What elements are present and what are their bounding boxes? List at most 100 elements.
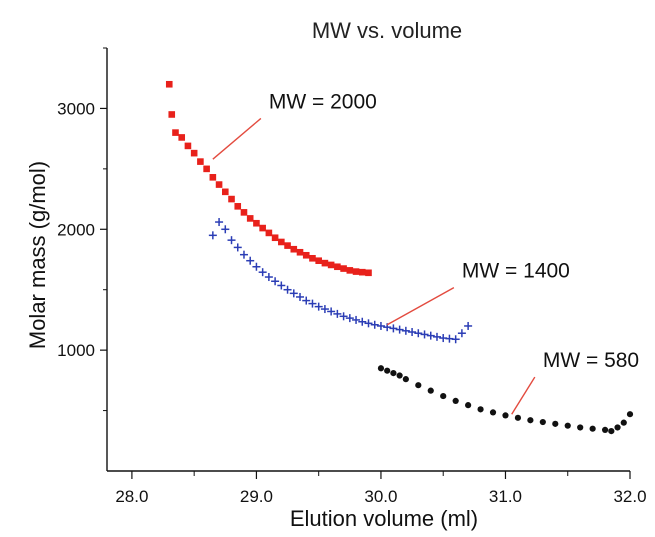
series-2-point-6 <box>427 387 434 394</box>
y-tick-label-1: 2000 <box>57 220 95 239</box>
series-1-point-25 <box>364 319 373 328</box>
series-0-point-27 <box>327 261 335 269</box>
series-1-point-8 <box>258 268 267 277</box>
series-1-point-30 <box>395 325 404 334</box>
series-2-point-21 <box>608 428 615 435</box>
series-1-point-10 <box>271 277 280 286</box>
x-tick-label-0: 28.0 <box>115 487 148 506</box>
series-1-point-41 <box>464 321 473 330</box>
series-1-point-11 <box>277 281 286 290</box>
chart-title: MW vs. volume <box>312 18 462 43</box>
series-2-point-5 <box>415 382 422 389</box>
series-2-point-8 <box>452 397 459 405</box>
series-1-point-12 <box>283 285 292 294</box>
series-0-point-29 <box>340 265 347 272</box>
series-0-point-22 <box>296 248 304 256</box>
series-2-point-13 <box>514 414 522 421</box>
annotation-label-0: MW = 2000 <box>269 90 377 113</box>
series-2-point-16 <box>552 420 559 427</box>
series-1-point-5 <box>239 250 248 259</box>
series-0-point-7 <box>203 165 210 173</box>
series-1-point-40 <box>457 329 466 338</box>
series-1-point-1 <box>215 218 224 227</box>
x-tick-label-2: 30.0 <box>364 487 397 506</box>
series-0-point-31 <box>352 268 360 275</box>
series-1-point-16 <box>308 299 317 308</box>
series-0-point-25 <box>315 257 322 265</box>
y-tick-label-2: 3000 <box>57 99 95 118</box>
series-1-point-2 <box>221 225 230 234</box>
series-1-point-0 <box>208 231 217 240</box>
annotation-label-1: MW = 1400 <box>462 260 570 283</box>
series-1-point-32 <box>408 328 417 337</box>
annotation-layer: MW = 2000 MW = 1400 MW = 580 <box>212 90 639 415</box>
series-2 <box>377 365 634 435</box>
series-2-point-24 <box>626 411 634 418</box>
series-0-point-12 <box>234 203 242 210</box>
series-1-point-39 <box>451 335 460 344</box>
annotation-line-1 <box>386 287 455 326</box>
series-2-point-3 <box>396 372 403 379</box>
series-2-point-19 <box>589 425 596 432</box>
series-1-point-29 <box>389 324 398 333</box>
series-1-point-9 <box>264 273 273 282</box>
series-0-point-15 <box>253 219 260 227</box>
plot-area: 28.0 29.0 30.0 31.0 32.0 1000 2000 3000 MW = 2… <box>57 47 647 506</box>
series-1-point-26 <box>370 320 379 329</box>
x-tick-label-4: 32.0 <box>613 487 646 506</box>
series-1-point-18 <box>320 305 329 314</box>
series-1-point-7 <box>252 262 261 271</box>
series-2-point-0 <box>377 365 385 372</box>
series-0-point-11 <box>228 195 235 203</box>
series-1-point-3 <box>227 236 236 245</box>
x-tick-label-1: 29.0 <box>240 487 273 506</box>
series-0-point-24 <box>309 254 316 262</box>
series-1-point-35 <box>426 331 435 340</box>
series-2-point-12 <box>502 412 509 419</box>
series-0-point-26 <box>321 259 329 267</box>
series-2-point-1 <box>384 367 391 374</box>
series-1-point-19 <box>327 307 336 316</box>
y-axis-label: Molar mass (g/mol) <box>25 161 50 349</box>
series-1 <box>208 218 473 344</box>
series-0-point-17 <box>265 229 273 237</box>
series-2-point-9 <box>465 402 472 409</box>
series-2-point-10 <box>477 406 484 413</box>
series-0-point-10 <box>221 188 229 196</box>
series-0-point-16 <box>259 224 266 232</box>
series-1-point-21 <box>339 312 348 321</box>
series-2-point-23 <box>620 419 627 426</box>
series-0-point-5 <box>190 149 198 157</box>
series-0-point-28 <box>334 263 341 271</box>
series-1-point-4 <box>233 243 242 252</box>
series-0-point-9 <box>215 181 223 188</box>
series-1-point-23 <box>352 315 361 324</box>
series-0-point-20 <box>284 242 291 249</box>
series-2-point-2 <box>390 370 397 377</box>
series-0-point-0 <box>165 80 173 88</box>
series-0-point-33 <box>365 269 372 277</box>
series-1-point-13 <box>289 289 298 298</box>
annotation-line-2 <box>511 376 536 415</box>
x-axis-label: Elution volume (ml) <box>290 506 478 531</box>
series-0-point-13 <box>240 209 248 216</box>
series-0-point-6 <box>197 158 204 165</box>
annotation-line-0 <box>212 117 262 160</box>
series-0-point-1 <box>168 111 176 118</box>
series-1-point-34 <box>420 330 429 339</box>
series-0-point-2 <box>172 129 179 136</box>
series-1-point-20 <box>333 309 342 318</box>
series-0-point-3 <box>178 134 186 141</box>
series-1-point-36 <box>432 332 441 341</box>
series-1-point-24 <box>358 317 367 326</box>
series-1-point-17 <box>314 302 323 311</box>
series-0-point-4 <box>184 142 192 150</box>
annotation-label-2: MW = 580 <box>543 349 639 372</box>
series-0-point-30 <box>346 267 354 274</box>
series-2-point-4 <box>402 376 409 383</box>
series-1-point-15 <box>302 296 311 305</box>
series-0-point-19 <box>278 238 285 246</box>
y-ticks: 1000 2000 3000 <box>57 47 107 412</box>
